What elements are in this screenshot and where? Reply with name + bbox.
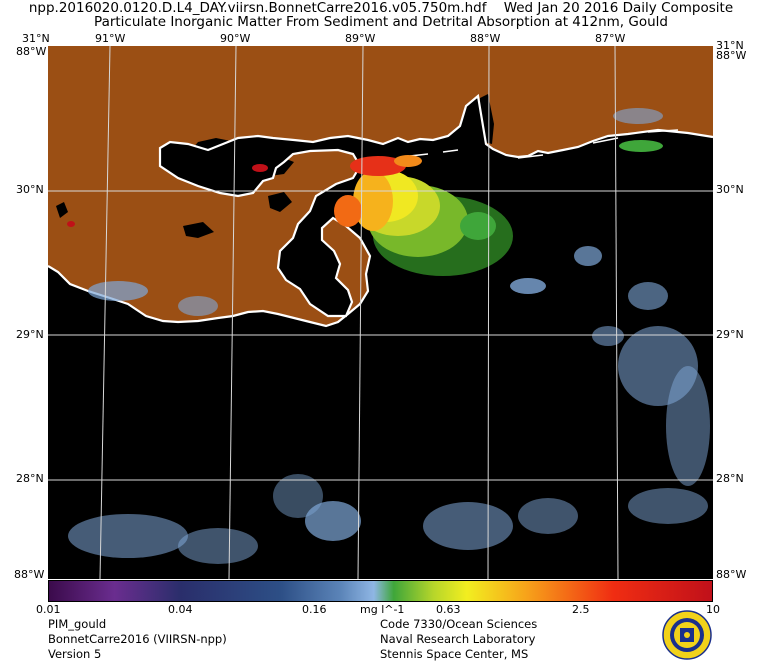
small-lake-west xyxy=(183,222,214,238)
colorbar xyxy=(48,580,713,602)
colorbar-tick-5: 10 xyxy=(706,603,720,616)
small-lake-far-west xyxy=(56,202,68,218)
footer-left: PIM_gould BonnetCarre2016 (VIIRSN-npp) V… xyxy=(48,617,227,662)
small-lake-east xyxy=(268,192,292,212)
colorbar-tick-4: 2.5 xyxy=(572,603,590,616)
filename-text: npp.2016020.0120.D.L4_DAY.viirsn.BonnetC… xyxy=(28,0,487,16)
lat-label-left-30n: 30°N xyxy=(16,183,44,196)
footer-code: Code 7330/Ocean Sciences xyxy=(380,617,538,631)
colorbar-tick-0: 0.01 xyxy=(36,603,61,616)
footer-right: Code 7330/Ocean Sciences Naval Research … xyxy=(380,617,537,662)
lon-label-87w: 87°W xyxy=(595,32,626,45)
footer-version: Version 5 xyxy=(48,647,102,661)
land-mass xyxy=(48,46,713,326)
lat-label-right-28n: 28°N xyxy=(716,472,744,485)
low-concentration-patches xyxy=(68,108,710,564)
corner-label-bottom-right: 88°W xyxy=(716,568,747,581)
corner-label-bottom-left: 88°W xyxy=(14,568,45,581)
title-line-1: npp.2016020.0120.D.L4_DAY.viirsn.BonnetC… xyxy=(0,1,762,16)
sediment-plume xyxy=(67,140,663,276)
graticule xyxy=(48,46,713,579)
footer-lab: Naval Research Laboratory xyxy=(380,632,536,646)
colorbar-gradient xyxy=(48,580,713,602)
colorbar-unit: mg l^-1 xyxy=(360,603,405,616)
lon-label-88w: 88°W xyxy=(470,32,501,45)
edge-label-right-top: 88°W xyxy=(716,49,747,62)
nrl-seal-icon xyxy=(662,610,712,660)
colorbar-tick-3: 0.63 xyxy=(436,603,461,616)
mobile-bay xyxy=(478,94,494,144)
lat-label-left-29n: 29°N xyxy=(16,328,44,341)
footer-region: BonnetCarre2016 (VIIRSN-npp) xyxy=(48,632,227,646)
lon-label-89w: 89°W xyxy=(345,32,376,45)
lat-label-right-29n: 29°N xyxy=(716,328,744,341)
coastline xyxy=(48,93,713,328)
corner-label-top-left: 31°N xyxy=(22,32,50,45)
lat-label-left-28n: 28°N xyxy=(16,472,44,485)
map-svg xyxy=(48,46,713,579)
lon-label-90w: 90°W xyxy=(220,32,251,45)
product-title: Particulate Inorganic Matter From Sedime… xyxy=(94,14,668,30)
map-panel[interactable] xyxy=(48,46,713,579)
edge-label-left-top: 88°W xyxy=(16,45,47,58)
date-text: Wed Jan 20 2016 Daily Composite xyxy=(503,0,734,16)
lake-maurepas xyxy=(160,144,182,164)
colorbar-tick-2: 0.16 xyxy=(302,603,327,616)
corner-label-top-right: 31°N xyxy=(716,39,744,52)
footer-product: PIM_gould xyxy=(48,617,107,631)
colorbar-tick-1: 0.04 xyxy=(168,603,193,616)
footer-location: Stennis Space Center, MS xyxy=(380,647,529,661)
lat-label-right-30n: 30°N xyxy=(716,183,744,196)
lon-label-91w: 91°W xyxy=(95,32,126,45)
